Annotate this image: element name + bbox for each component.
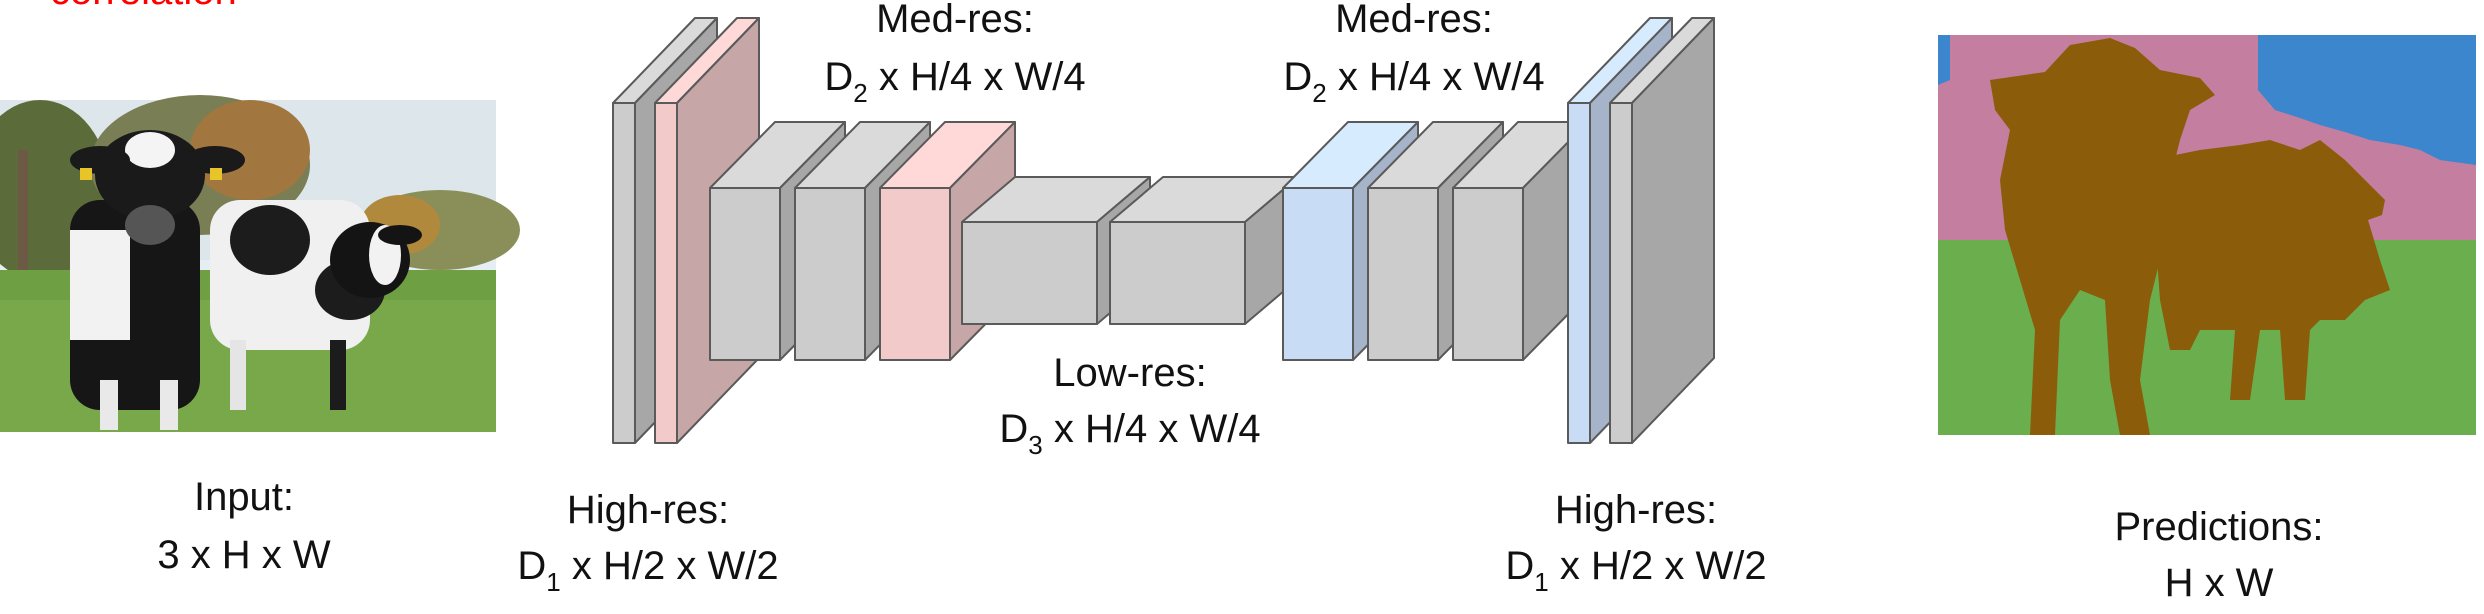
input-dims: 3 x H x W [157,533,331,577]
seg-cow-2 [2150,140,2390,400]
low-res-label: Low-res: [1053,351,1206,395]
input-image [0,95,520,432]
low-res-dims: D3 x H/4 x W/4 [999,407,1260,460]
encoder-med-res-block-1-front [709,187,781,361]
decoder-med-res-block-2-front [1367,187,1439,361]
encoder-high-res-block-2-front [654,102,678,444]
high-res-left-label: High-res: [567,488,729,532]
encoder-med-res-block-3-front [879,187,951,361]
predictions-image [1938,35,2476,435]
seg-cow-1 [1990,38,2215,435]
med-res-left-label: Med-res: [876,0,1034,41]
encoder-high-res-block-1-front [612,102,636,444]
network-blocks [612,17,1715,444]
cow-photo-1 [70,130,245,430]
input-label: Input: [194,475,294,519]
encoder-med-res-block-2-front [794,187,866,361]
med-res-right-dims: D2 x H/4 x W/4 [1283,55,1544,108]
predictions-dims: H x W [2165,561,2274,605]
decoder-med-res-block-3-front [1452,187,1524,361]
bottleneck-low-res-block-2 [1109,176,1299,325]
decoder-high-res-block-1-front [1567,102,1591,444]
high-res-left-dims: D1 x H/2 x W/2 [517,544,778,597]
bottleneck-low-res-block-1-front [961,221,1098,325]
high-res-right-dims: D1 x H/2 x W/2 [1505,544,1766,597]
cow-photo-2 [210,200,422,410]
seg-sky-blue [2258,35,2476,165]
high-res-right-label: High-res: [1555,488,1717,532]
med-res-right-label: Med-res: [1335,0,1493,41]
decoder-med-res-block-1-front [1282,187,1354,361]
decoder-high-res-block-2-front [1609,102,1633,444]
med-res-left-dims: D2 x H/4 x W/4 [824,55,1085,108]
decoder-high-res-block-2 [1609,17,1715,444]
cropped-header-text: correlation [50,0,237,13]
predictions-label: Predictions: [2115,505,2324,549]
bottleneck-low-res-block-2-front [1109,221,1246,325]
